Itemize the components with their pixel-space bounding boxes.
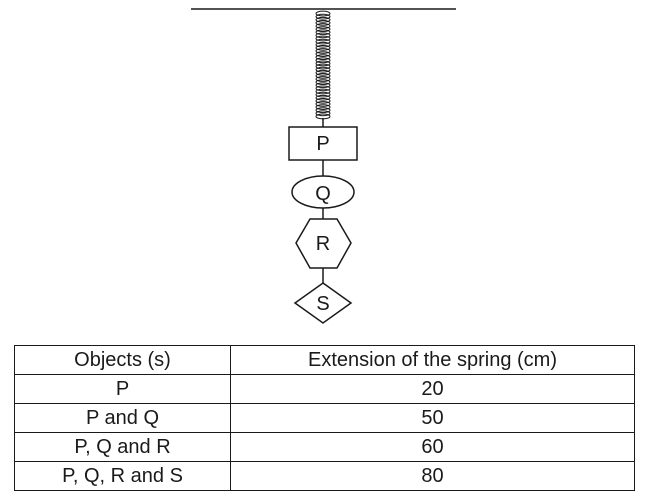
cell-objects: P and Q — [14, 403, 231, 433]
object-q-label: Q — [315, 183, 331, 205]
spring-coil — [315, 73, 331, 79]
cell-objects: P, Q and R — [14, 432, 231, 462]
table-header-row: Objects (s) Extension of the spring (cm) — [14, 345, 635, 375]
spring-coil — [315, 110, 331, 117]
cell-objects: P — [14, 374, 231, 404]
spring-coil — [315, 88, 331, 95]
object-s-diamond — [293, 282, 353, 324]
spring-coil — [315, 94, 331, 101]
header-extension: Extension of the spring (cm) — [230, 345, 635, 375]
object-p-label: P — [316, 133, 329, 155]
cell-extension: 20 — [230, 374, 635, 404]
spring-coil — [315, 13, 331, 20]
cell-extension: 80 — [230, 461, 635, 491]
spring-coil — [315, 54, 331, 61]
spring-coil — [315, 57, 331, 64]
spring-coil — [315, 76, 331, 82]
object-r: R — [295, 218, 352, 269]
table-row: P, Q and R 60 — [14, 432, 635, 462]
spring-coil — [315, 26, 331, 33]
spring-coil — [315, 23, 331, 29]
spring-coil — [315, 60, 331, 67]
table-row: P and Q 50 — [14, 403, 635, 433]
cell-objects: P, Q, R and S — [14, 461, 231, 491]
table-row: P, Q, R and S 80 — [14, 461, 635, 491]
object-p: P — [288, 126, 358, 161]
header-objects: Objects (s) — [14, 345, 231, 375]
spring-diagram: P Q R S — [191, 8, 456, 324]
spring-coil — [315, 38, 331, 45]
spring-coil — [315, 97, 331, 104]
spring-coil — [315, 35, 331, 42]
spring-coil — [315, 51, 331, 57]
spring-coil — [315, 63, 331, 70]
spring-coil — [315, 107, 331, 114]
object-r-hexagon — [295, 218, 352, 269]
object-q: Q — [291, 175, 355, 209]
object-s-label: S — [316, 293, 329, 315]
spring-coil — [315, 16, 331, 23]
spring-coil — [315, 104, 331, 110]
spring-coil — [315, 29, 331, 36]
spring-coil — [315, 44, 331, 51]
spring-coil — [315, 10, 331, 17]
spring-coil — [315, 91, 331, 98]
spring-coil — [315, 32, 331, 39]
spring-coil — [315, 20, 331, 26]
table-row: P 20 — [14, 374, 635, 404]
spring — [315, 10, 331, 120]
spring-coil — [315, 41, 331, 48]
spring-coil — [315, 101, 331, 107]
cell-extension: 60 — [230, 432, 635, 462]
spring-coil — [315, 48, 331, 54]
spring-coil — [315, 85, 331, 92]
object-r-label: R — [316, 233, 330, 255]
extension-table: Objects (s) Extension of the spring (cm)… — [14, 345, 635, 491]
spring-coil — [315, 82, 331, 89]
spring-coil — [315, 66, 331, 73]
object-s: S — [293, 282, 353, 324]
spring-coil — [315, 69, 331, 76]
spring-coil — [315, 79, 331, 86]
cell-extension: 50 — [230, 403, 635, 433]
